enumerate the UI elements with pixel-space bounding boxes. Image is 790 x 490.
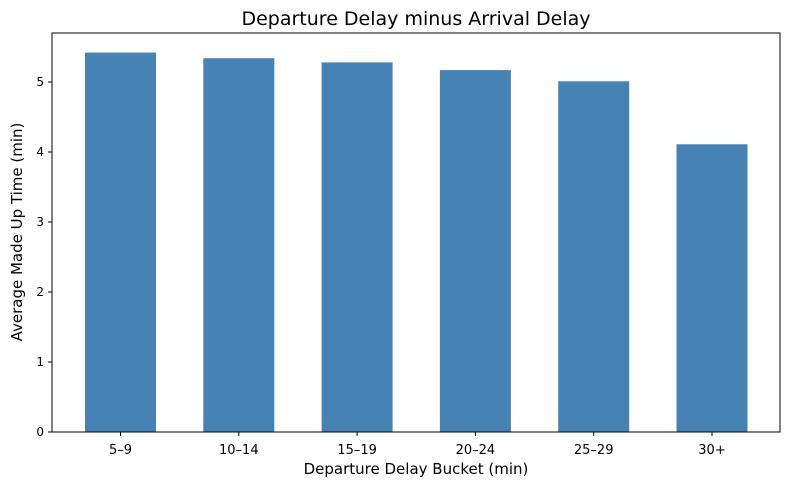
bar-2 (321, 62, 393, 433)
y-axis-label: Average Made Up Time (min) (8, 123, 26, 342)
x-tick-label-3: 20–24 (456, 443, 496, 458)
y-tick-label-5: 5 (36, 75, 44, 89)
y-tick-label-3: 3 (36, 215, 44, 229)
bar-5 (676, 144, 748, 433)
plot-frame (51, 32, 781, 433)
bar-0 (85, 52, 156, 432)
y-tick-label-1: 1 (36, 355, 44, 369)
chart-title: Departure Delay minus Arrival Delay (241, 8, 590, 30)
x-tick-label-5: 30+ (698, 443, 725, 458)
x-tick-label-4: 25–29 (574, 443, 614, 458)
x-axis-label: Departure Delay Bucket (min) (304, 460, 529, 478)
y-tick-label-4: 4 (36, 145, 44, 159)
y-tick-label-0: 0 (36, 425, 44, 439)
x-tick-label-1: 10–14 (219, 443, 259, 458)
bars-group (85, 52, 748, 433)
bar-1 (203, 58, 275, 432)
x-tick-label-0: 5–9 (109, 443, 132, 458)
x-tick-label-2: 15–19 (337, 443, 377, 458)
y-axis-ticks: 0 1 2 3 4 5 (36, 75, 52, 439)
x-axis-ticks: 5–9 10–14 15–19 20–24 25–29 30+ (109, 432, 726, 458)
y-tick-label-2: 2 (36, 285, 44, 299)
bar-3 (439, 70, 511, 432)
bar-4 (558, 81, 630, 433)
